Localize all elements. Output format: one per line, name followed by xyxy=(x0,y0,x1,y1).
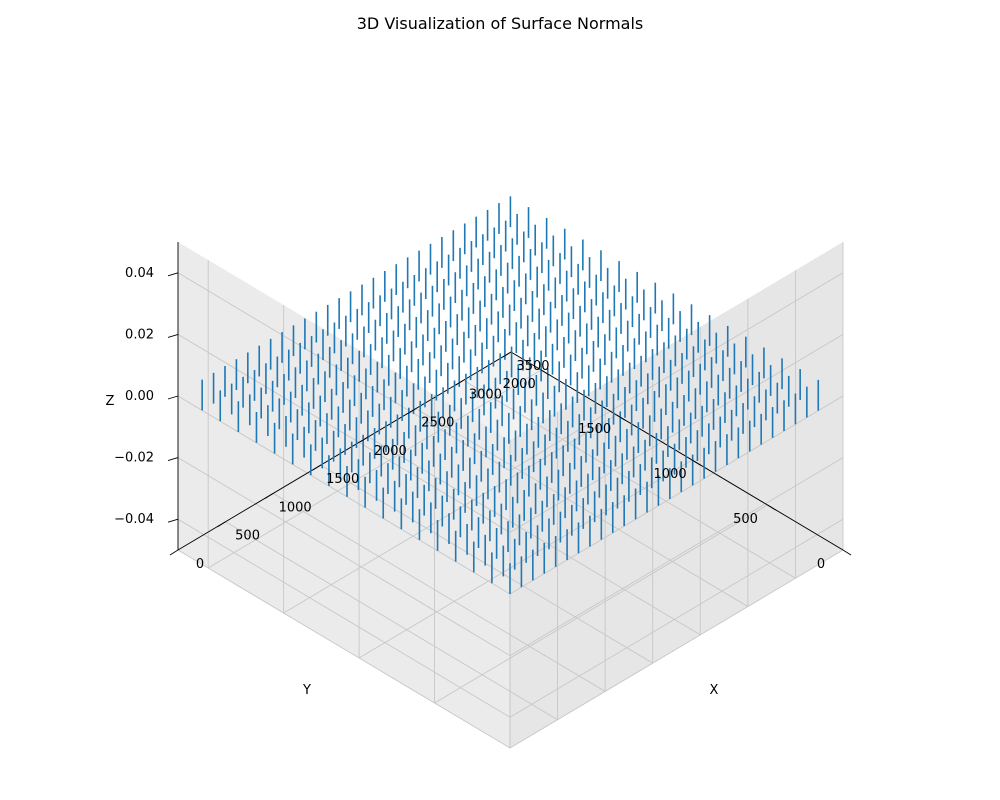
z-tick xyxy=(167,272,179,277)
grid-line xyxy=(272,493,606,692)
z-axis-label: Z xyxy=(106,394,115,409)
y-tick-label: 1000 xyxy=(654,467,687,482)
x-tick xyxy=(407,408,417,414)
grid-line xyxy=(207,369,542,569)
x-tick-label: 1500 xyxy=(326,472,359,487)
grid-line xyxy=(368,436,701,636)
z-tick-label: −0.04 xyxy=(114,512,154,527)
x-tick xyxy=(455,379,464,386)
grid-line xyxy=(177,457,511,656)
grid-line xyxy=(177,395,511,595)
y-tick-label: 0 xyxy=(817,557,825,572)
quiver-field xyxy=(201,196,820,594)
y-tick xyxy=(691,459,701,466)
grid-line xyxy=(177,518,511,718)
x-tick-label: 500 xyxy=(235,529,260,544)
y-tick-label: 1500 xyxy=(578,422,611,437)
grid-line xyxy=(177,334,511,533)
y-axis-label: Y xyxy=(302,683,311,698)
grid-line xyxy=(225,521,558,721)
z-tick-label: 0.02 xyxy=(125,327,154,342)
y-tick-label: 2000 xyxy=(503,377,536,392)
x-tick-label: 2000 xyxy=(374,444,407,459)
x-tick-label: 1000 xyxy=(279,500,312,515)
grid-line xyxy=(415,408,749,607)
y-tick-label: 500 xyxy=(733,512,758,527)
z-tick xyxy=(167,457,179,462)
grid-line xyxy=(509,457,844,656)
z-tick-label: −0.02 xyxy=(114,451,154,466)
x-axis-label: X xyxy=(710,683,719,698)
x-tick-label: 3000 xyxy=(469,387,502,402)
z-tick xyxy=(167,333,179,338)
x-tick xyxy=(502,351,512,358)
y-tick xyxy=(540,369,550,376)
x-tick-label: 2500 xyxy=(421,416,454,431)
z-axis-ticks: −0.04 −0.02 0.00 0.02 0.04 xyxy=(114,266,179,527)
x-tick xyxy=(360,436,369,443)
z-tick-label: 0.04 xyxy=(125,266,154,281)
z-tick-label: 0.00 xyxy=(125,389,154,404)
x-tick xyxy=(217,521,226,528)
grid-line xyxy=(509,518,844,718)
x-tick xyxy=(169,549,179,556)
grid-line xyxy=(177,272,511,472)
grid-line xyxy=(434,504,768,704)
y-axis-ticks: 0 500 1000 1500 2000 xyxy=(503,369,852,572)
x-tick-label: 0 xyxy=(196,557,204,572)
x-tick xyxy=(312,464,321,471)
grid-line xyxy=(177,549,511,749)
chart-title: 3D Visualization of Surface Normals xyxy=(357,14,644,33)
z-tick xyxy=(167,395,179,400)
grid-line xyxy=(509,395,844,595)
x-tick xyxy=(264,493,274,499)
grid-line xyxy=(509,549,844,749)
z-tick xyxy=(167,518,179,523)
grid-line xyxy=(283,414,617,614)
y-tick xyxy=(842,549,852,556)
y-tick xyxy=(616,414,625,421)
grid-line xyxy=(509,272,844,472)
y-tick xyxy=(767,504,776,511)
